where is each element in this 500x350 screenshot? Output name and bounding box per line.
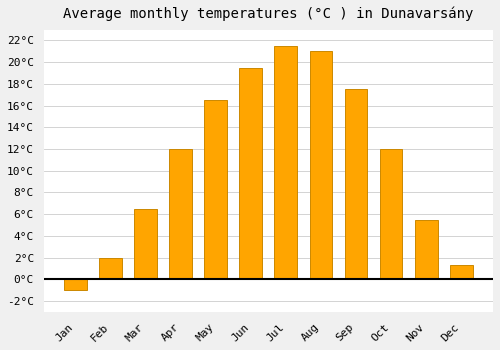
Bar [450,265,472,279]
Bar [64,279,87,290]
Bar [170,149,192,279]
Bar [134,209,157,279]
Bar [240,68,262,279]
Bar [344,89,368,279]
Bar [99,258,122,279]
Bar [274,46,297,279]
Bar [415,219,438,279]
Bar [310,51,332,279]
Bar [204,100,227,279]
Title: Average monthly temperatures (°C ) in Dunavarsány: Average monthly temperatures (°C ) in Du… [63,7,474,21]
Bar [380,149,402,279]
